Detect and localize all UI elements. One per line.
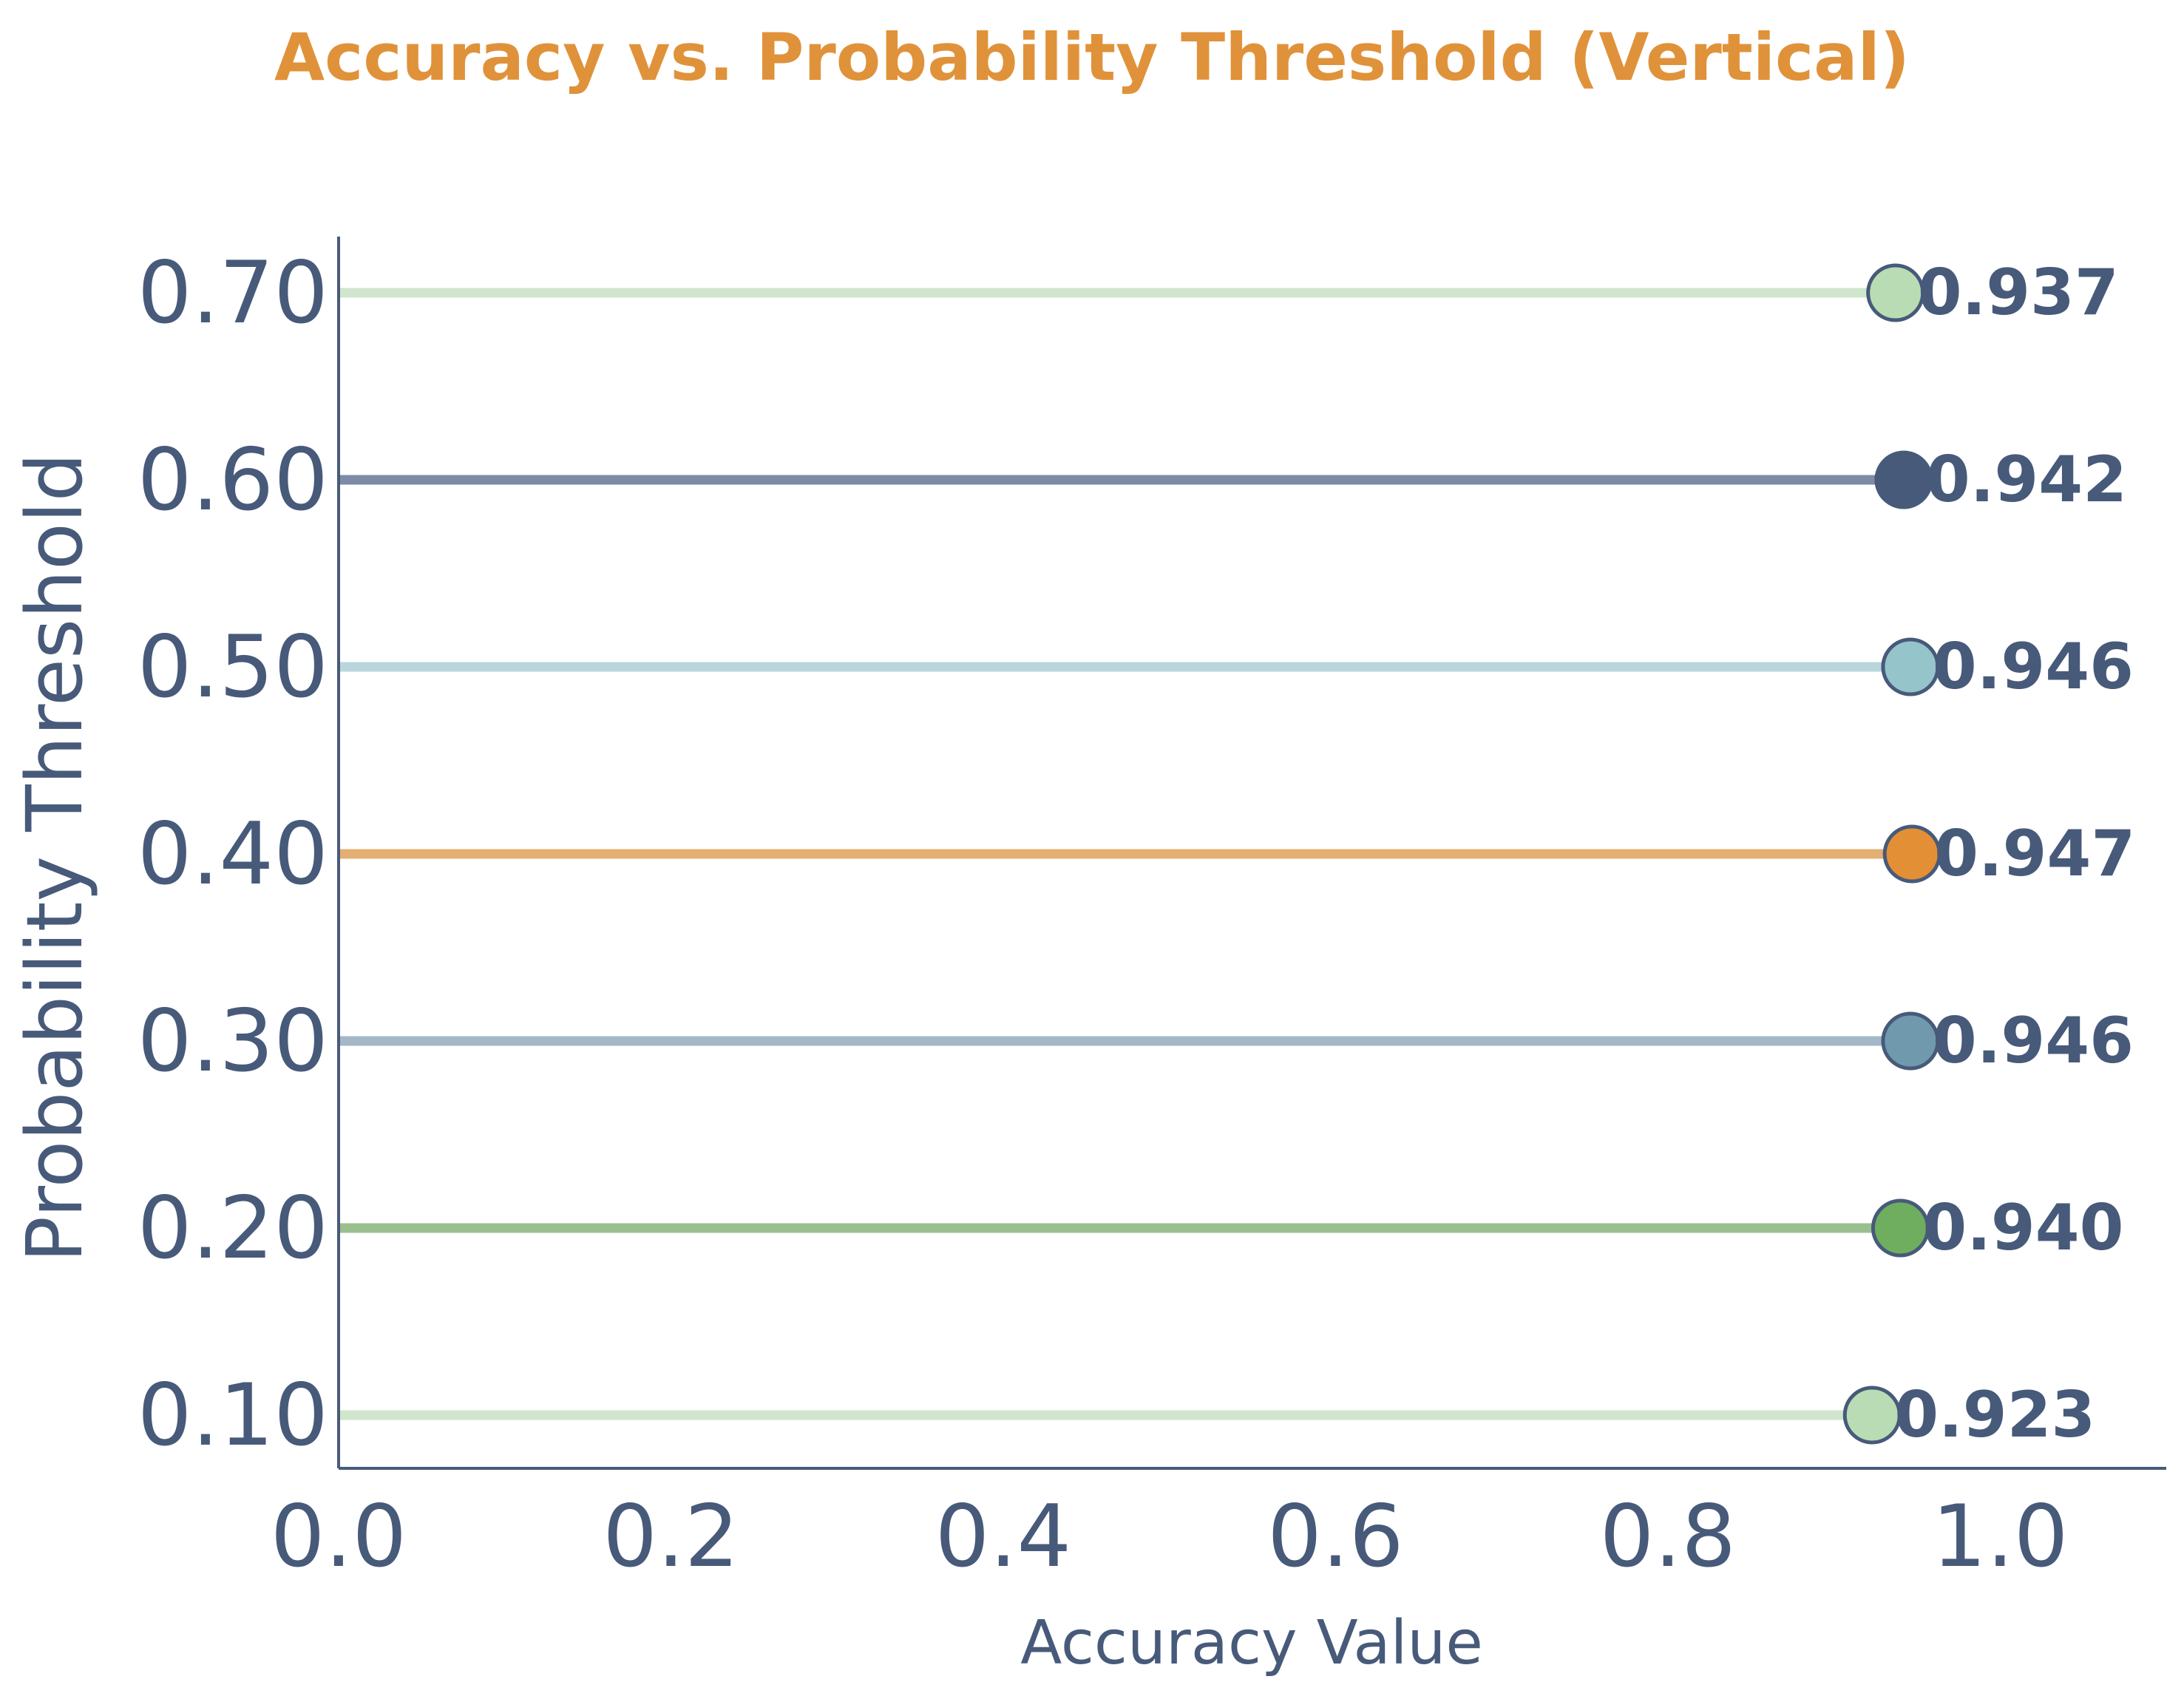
data-label: 0.940 bbox=[1922, 1191, 2123, 1265]
data-label: 0.947 bbox=[1934, 817, 2135, 891]
lollipop-marker bbox=[1881, 1011, 1940, 1071]
lollipop-marker bbox=[1881, 637, 1940, 696]
x-tick-label: 0.4 bbox=[935, 1487, 1071, 1587]
data-label: 0.942 bbox=[1926, 443, 2127, 517]
plot-area bbox=[339, 263, 1941, 1445]
data-label: 0.946 bbox=[1933, 630, 2134, 704]
x-axis-title: Accuracy Value bbox=[1020, 1608, 1483, 1678]
lollipop-marker bbox=[1874, 450, 1933, 509]
x-tick-label: 0.0 bbox=[271, 1487, 407, 1587]
y-tick-label: 0.40 bbox=[138, 804, 328, 904]
y-axis-title: Probability Threshold bbox=[10, 452, 100, 1262]
lollipop-marker bbox=[1866, 263, 1925, 322]
y-tick-label: 0.70 bbox=[138, 243, 328, 343]
y-tick-label: 0.20 bbox=[138, 1179, 328, 1278]
lollipop-marker bbox=[1871, 1198, 1930, 1258]
x-tick-label: 0.6 bbox=[1267, 1487, 1403, 1587]
data-label: 0.937 bbox=[1918, 256, 2119, 330]
y-tick-label: 0.50 bbox=[138, 617, 328, 717]
data-label: 0.946 bbox=[1933, 1004, 2134, 1078]
data-label: 0.923 bbox=[1894, 1378, 2095, 1452]
y-tick-label: 0.60 bbox=[138, 430, 328, 530]
lollipop-marker bbox=[1882, 824, 1941, 884]
x-tick-label: 0.2 bbox=[603, 1487, 739, 1587]
x-tick-label: 0.8 bbox=[1600, 1487, 1736, 1587]
y-tick-label: 0.30 bbox=[138, 991, 328, 1091]
chart-title: Accuracy vs. Probability Threshold (Vert… bbox=[274, 19, 1910, 95]
x-tick-label: 1.0 bbox=[1932, 1487, 2068, 1587]
lollipop-marker bbox=[1842, 1386, 1902, 1445]
y-tick-label: 0.10 bbox=[138, 1366, 328, 1465]
